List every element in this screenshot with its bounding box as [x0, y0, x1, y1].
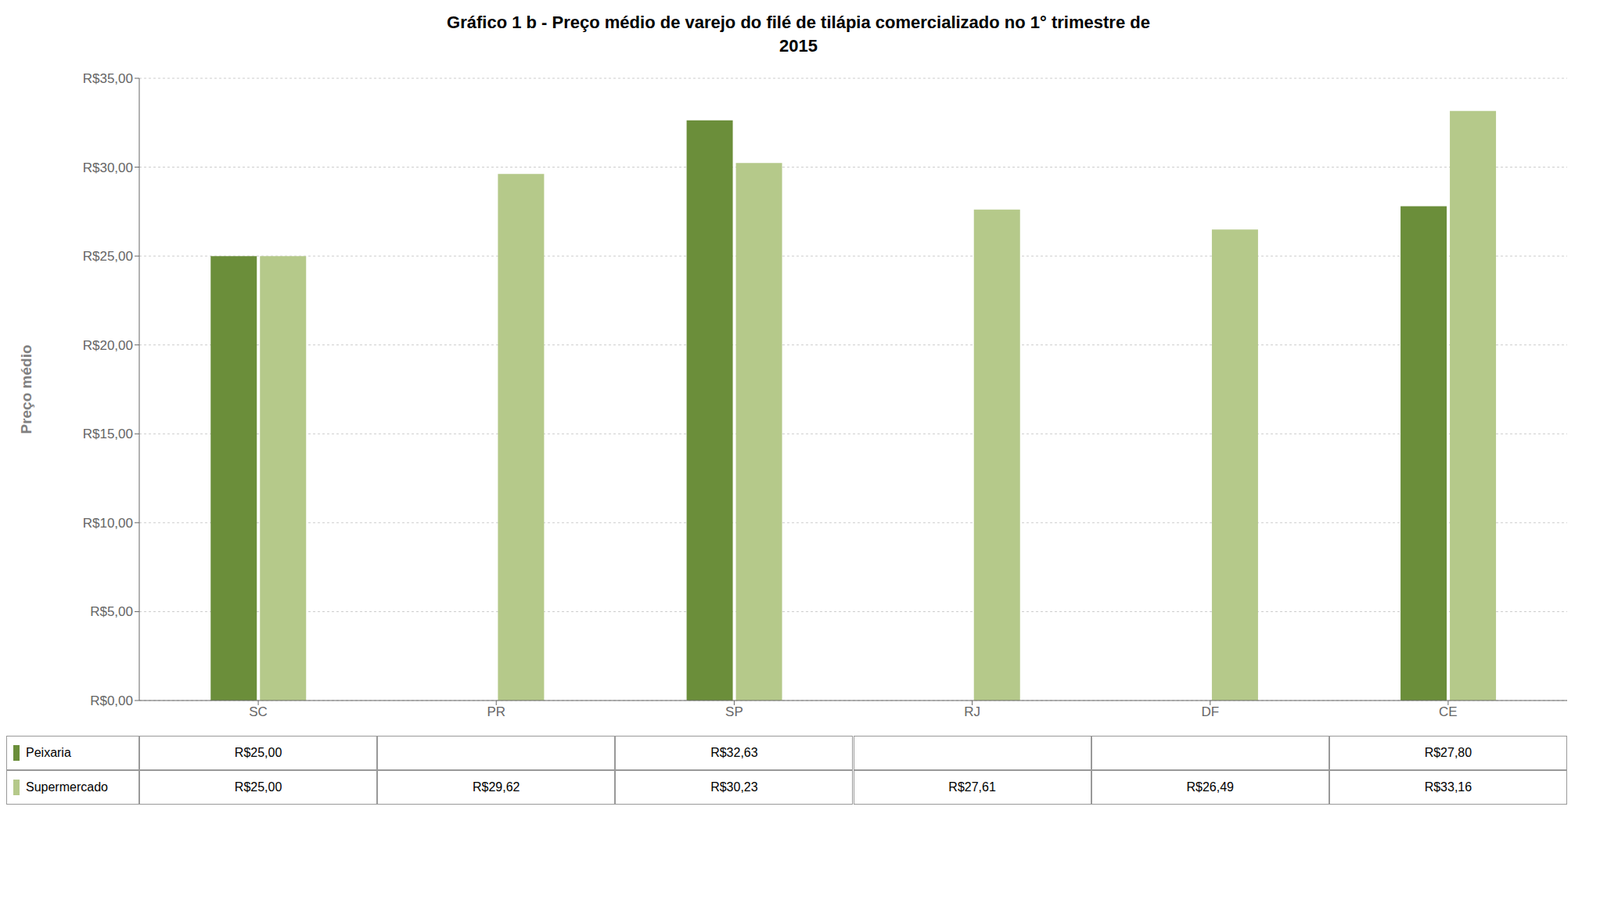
- html-text:R$33,16: R$33,16: [1424, 780, 1472, 794]
- html-text:R$26,49: R$26,49: [1186, 780, 1234, 794]
- svg-text:R$25,00: R$25,00: [82, 248, 134, 264]
- svg-text:R$0,00: R$0,00: [89, 693, 134, 709]
- svg-text:R$35,00: R$35,00: [82, 71, 134, 87]
- html-text:R$27,80: R$27,80: [1424, 745, 1472, 759]
- html-text:R$32,63: R$32,63: [710, 745, 758, 759]
- html-text:R$27,61: R$27,61: [948, 780, 996, 794]
- svg-text:PR: PR: [486, 704, 506, 720]
- svg-text:CE: CE: [1438, 704, 1458, 720]
- svg-text:R$5,00: R$5,00: [89, 604, 134, 619]
- svg-text:R$15,00: R$15,00: [82, 426, 134, 442]
- html-text:R$25,00: R$25,00: [234, 780, 282, 794]
- html-text:2015: 2015: [779, 35, 818, 56]
- svg-text:R$30,00: R$30,00: [82, 160, 134, 176]
- html-text:R$30,23: R$30,23: [710, 780, 758, 794]
- svg-text:SP: SP: [725, 704, 744, 720]
- svg-text:RJ: RJ: [963, 704, 981, 720]
- html-text:R$29,62: R$29,62: [472, 780, 520, 794]
- svg-text:SC: SC: [248, 704, 268, 720]
- svg-text:DF: DF: [1200, 704, 1219, 720]
- html-text:R$25,00: R$25,00: [234, 745, 282, 759]
- svg-text:R$10,00: R$10,00: [82, 515, 134, 531]
- html-text:Peixaria: Peixaria: [25, 745, 72, 759]
- html-text:Supermercado: Supermercado: [25, 780, 108, 794]
- svg-text:Preço médio: Preço médio: [17, 344, 35, 434]
- svg-text:R$20,00: R$20,00: [82, 337, 134, 353]
- html-text:Gráfico 1 b - Preço médio de v: Gráfico 1 b - Preço médio de varejo do f…: [446, 12, 1151, 33]
